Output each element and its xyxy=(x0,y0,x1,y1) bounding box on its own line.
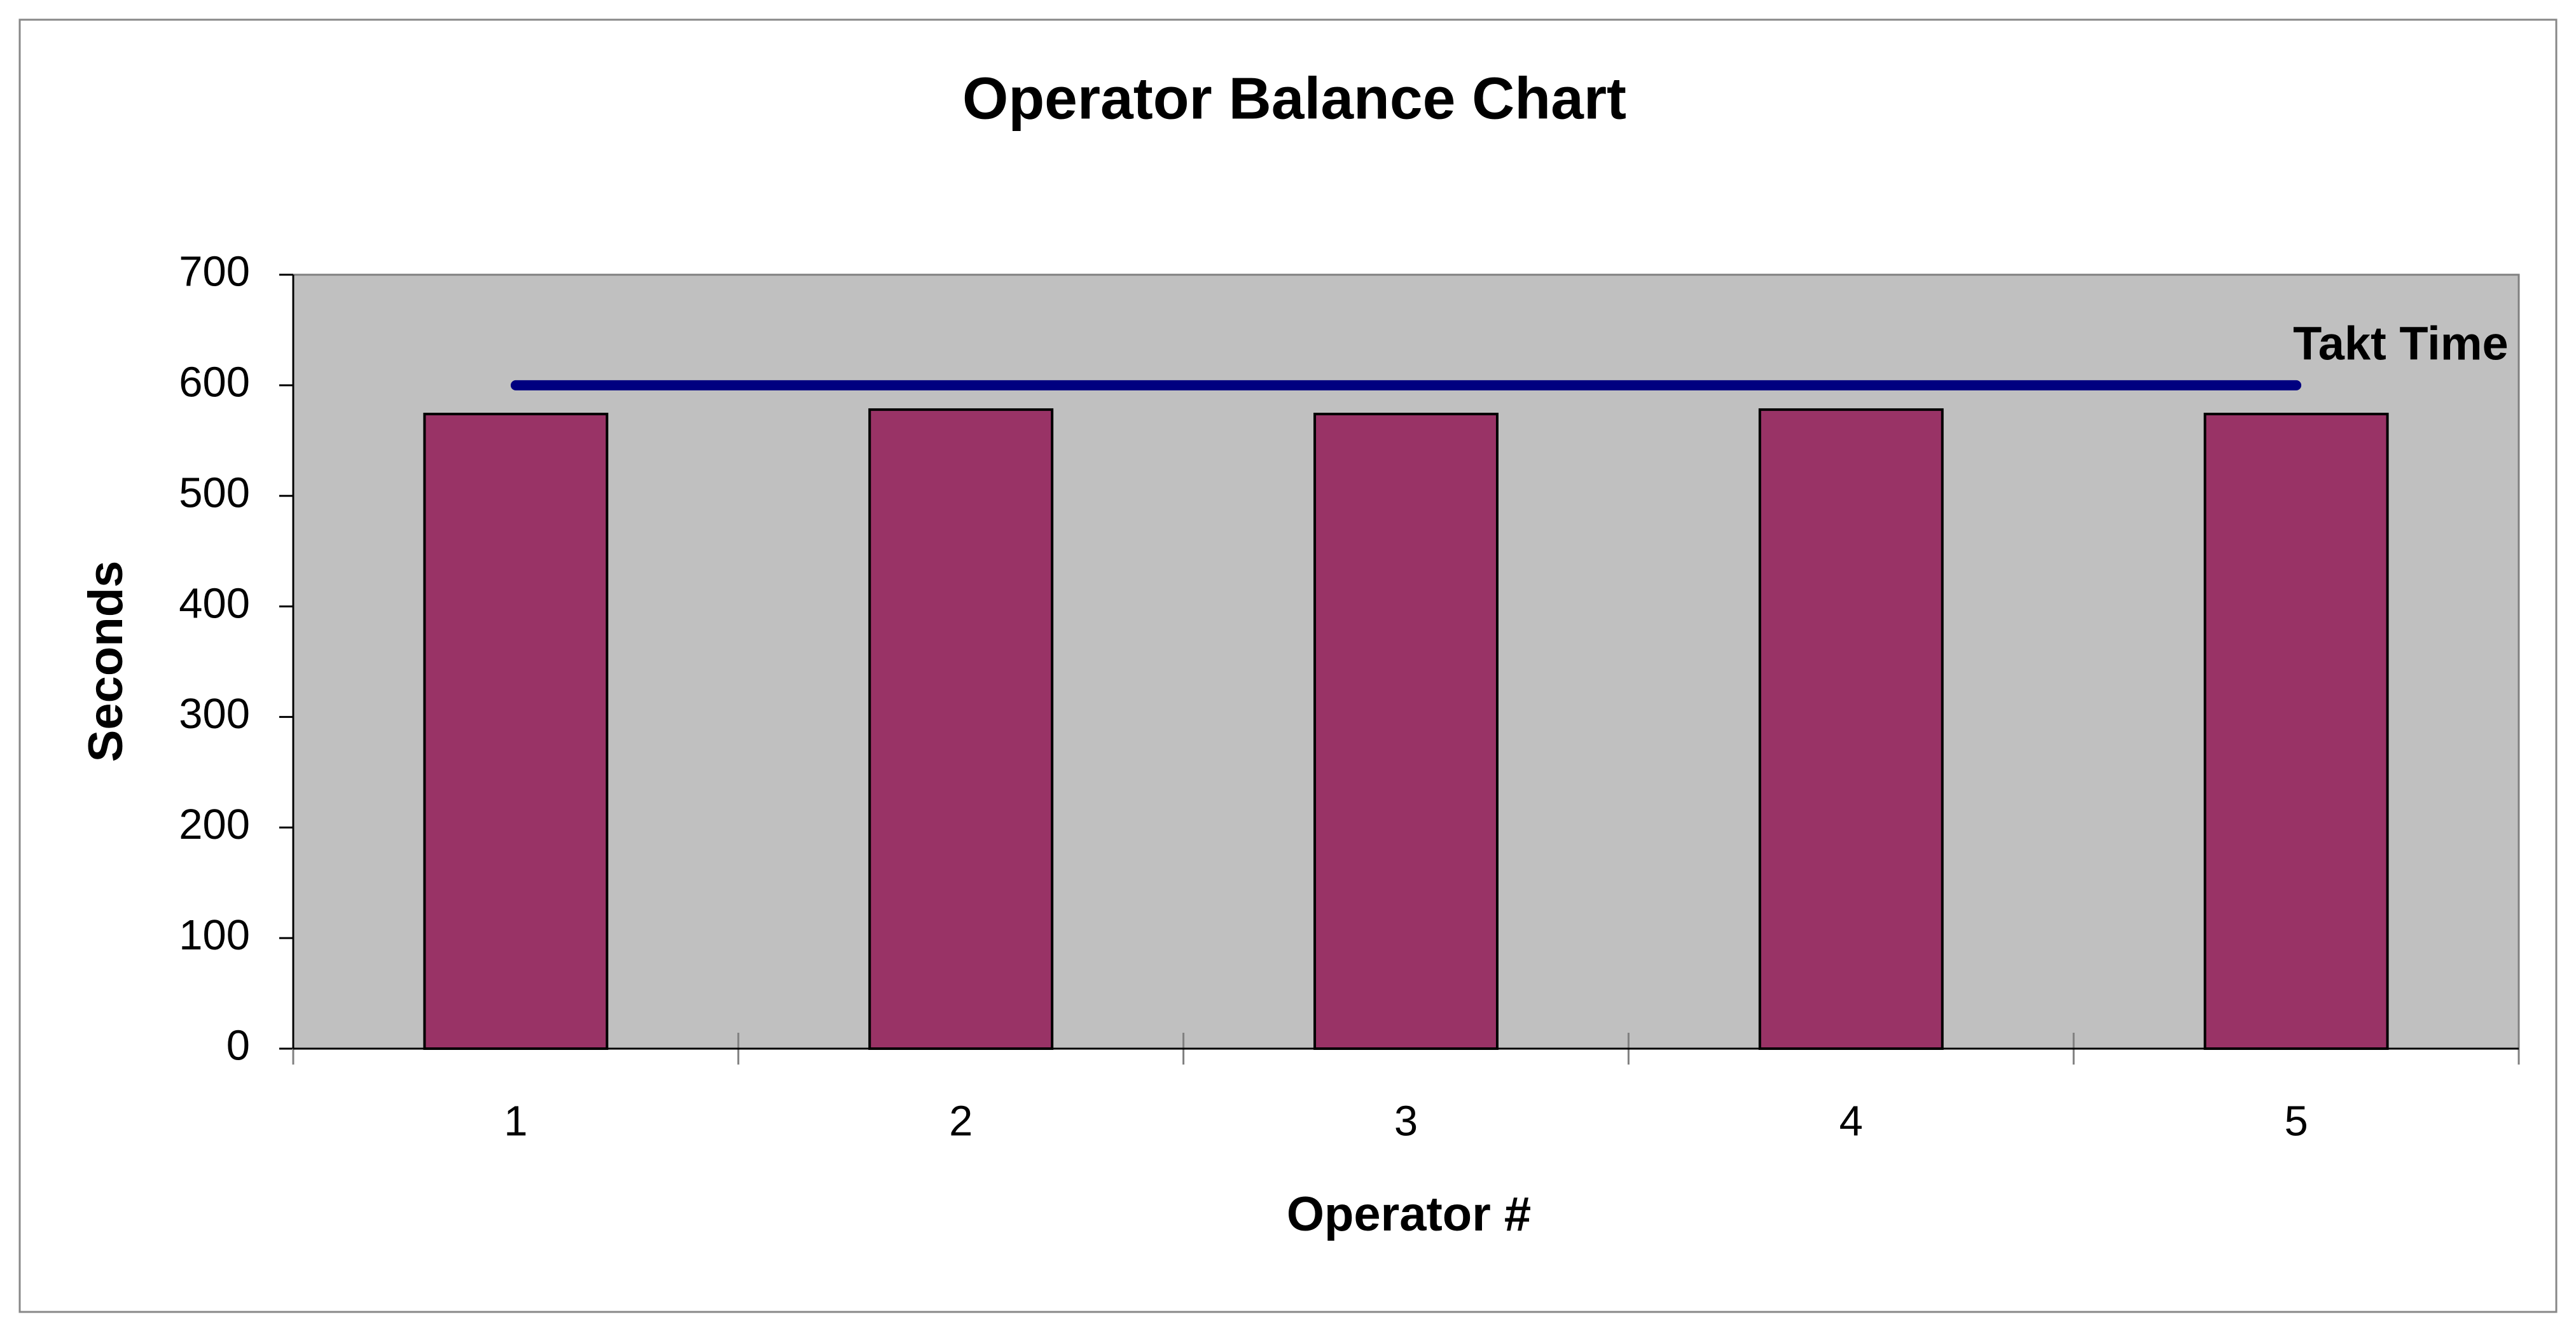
y-tick-label: 700 xyxy=(179,248,250,296)
y-tick-label: 500 xyxy=(179,469,250,516)
y-tick-label: 0 xyxy=(226,1022,250,1070)
y-tick-label: 200 xyxy=(179,801,250,848)
bar xyxy=(1758,408,1944,1050)
x-tick-label: 2 xyxy=(949,1098,973,1145)
bar xyxy=(2203,413,2389,1050)
x-tick-label: 4 xyxy=(1839,1098,1863,1145)
bar xyxy=(423,413,609,1050)
x-tick-label: 1 xyxy=(504,1098,527,1145)
bar xyxy=(1313,413,1499,1050)
y-tick-label: 600 xyxy=(179,359,250,406)
y-tick-label: 300 xyxy=(179,690,250,738)
y-tick-label: 100 xyxy=(179,911,250,959)
y-axis-title: Seconds xyxy=(79,561,133,762)
x-tick-label: 5 xyxy=(2284,1098,2308,1145)
line-label: Takt Time xyxy=(2293,317,2509,369)
bar xyxy=(868,408,1054,1050)
y-tick-label: 400 xyxy=(179,579,250,627)
x-tick-label: 3 xyxy=(1394,1098,1418,1145)
x-axis-title: Operator # xyxy=(1287,1187,1531,1241)
chart-title: Operator Balance Chart xyxy=(962,66,1626,132)
